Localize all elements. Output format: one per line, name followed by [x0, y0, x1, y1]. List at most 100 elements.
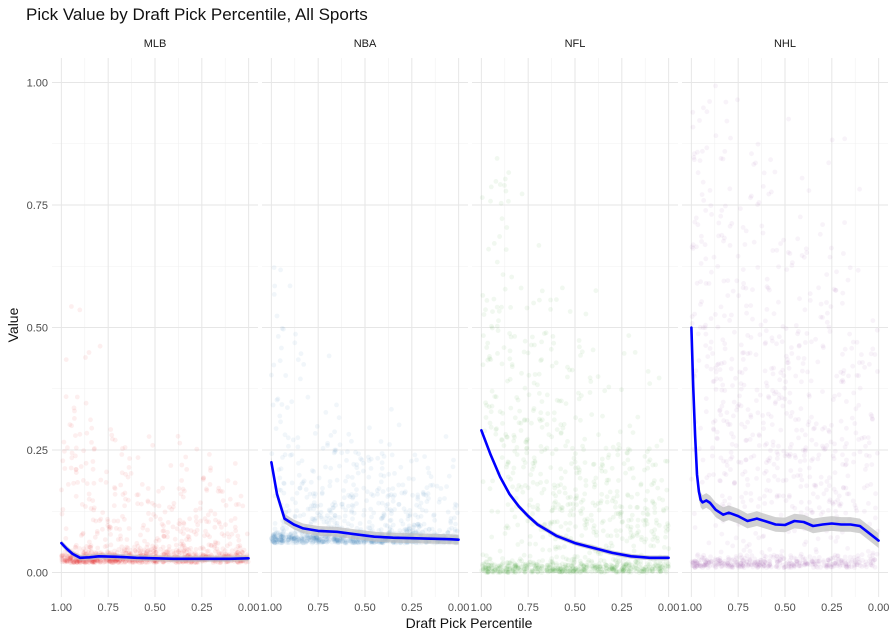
data-point [399, 490, 405, 496]
data-point [512, 563, 518, 568]
data-point [521, 464, 526, 470]
data-point [842, 220, 847, 226]
data-point [647, 561, 652, 567]
data-point [152, 502, 158, 508]
data-point [202, 533, 207, 539]
data-point [536, 371, 542, 377]
data-point [171, 551, 177, 556]
data-point [656, 566, 661, 572]
data-point [725, 555, 731, 560]
data-point [304, 539, 310, 544]
data-point [525, 485, 531, 491]
data-point [865, 548, 871, 554]
data-point [448, 520, 454, 526]
data-point [289, 530, 294, 536]
data-point [632, 350, 638, 355]
data-point [384, 523, 390, 529]
data-point [388, 517, 394, 523]
data-point [571, 568, 576, 574]
data-point [275, 334, 281, 339]
data-point [194, 446, 200, 452]
data-point [510, 484, 515, 490]
data-point [489, 561, 494, 566]
data-point [279, 326, 285, 331]
data-point [426, 496, 431, 501]
data-point [792, 528, 797, 534]
data-point [295, 435, 301, 441]
data-point [733, 443, 739, 449]
data-point [273, 532, 278, 537]
data-point [282, 452, 288, 458]
data-point [296, 537, 302, 542]
data-point [216, 485, 222, 491]
data-point [762, 442, 768, 448]
data-point [406, 523, 412, 529]
data-point [279, 534, 284, 539]
data-point [826, 428, 831, 433]
data-point [713, 387, 719, 392]
data-point [776, 299, 781, 305]
data-point [509, 561, 514, 567]
data-point [571, 568, 577, 574]
data-point [232, 524, 238, 530]
data-point [151, 511, 156, 517]
data-point [716, 220, 722, 226]
data-point [122, 559, 128, 565]
data-point [560, 568, 566, 574]
data-point [354, 487, 359, 492]
data-point [813, 484, 818, 489]
data-point [493, 179, 499, 184]
data-point [728, 135, 733, 141]
data-point [352, 540, 357, 545]
data-point [385, 501, 391, 507]
data-point [539, 570, 544, 575]
data-point [88, 545, 94, 550]
data-point [292, 535, 297, 541]
data-point [607, 517, 613, 523]
data-point [95, 545, 101, 551]
data-point [663, 534, 668, 540]
data-point [540, 534, 546, 540]
data-point [488, 562, 494, 568]
data-point [161, 533, 166, 539]
x-tick-label: 0.25 [191, 602, 212, 614]
x-tick-label: 0.75 [517, 602, 538, 614]
data-point [631, 548, 637, 554]
data-point [283, 509, 289, 515]
data-point [857, 186, 862, 192]
data-point [328, 465, 334, 471]
data-point [649, 566, 655, 572]
data-point [124, 547, 129, 553]
data-point [235, 550, 241, 555]
data-point [182, 545, 188, 551]
data-point [108, 542, 114, 548]
data-point [281, 490, 287, 496]
data-point [286, 534, 292, 540]
data-point [706, 472, 712, 478]
data-point [651, 543, 657, 549]
data-point [340, 504, 345, 510]
data-point [809, 339, 814, 345]
data-point [612, 565, 617, 571]
data-point [534, 563, 539, 569]
data-point [273, 536, 279, 542]
data-point [565, 364, 570, 370]
data-point [665, 523, 671, 529]
data-point [551, 500, 557, 506]
data-point [492, 567, 498, 573]
data-point [330, 502, 335, 508]
data-point [580, 567, 586, 573]
data-point [638, 562, 643, 567]
data-point [63, 557, 68, 563]
data-point [803, 432, 808, 438]
data-point [573, 566, 579, 571]
data-point [59, 557, 65, 562]
data-point [844, 399, 849, 404]
data-point [78, 464, 84, 469]
data-point [410, 492, 415, 498]
data-point [846, 491, 852, 497]
data-point [273, 534, 279, 540]
data-point [594, 567, 600, 573]
data-point [364, 498, 369, 504]
data-point [565, 374, 570, 380]
